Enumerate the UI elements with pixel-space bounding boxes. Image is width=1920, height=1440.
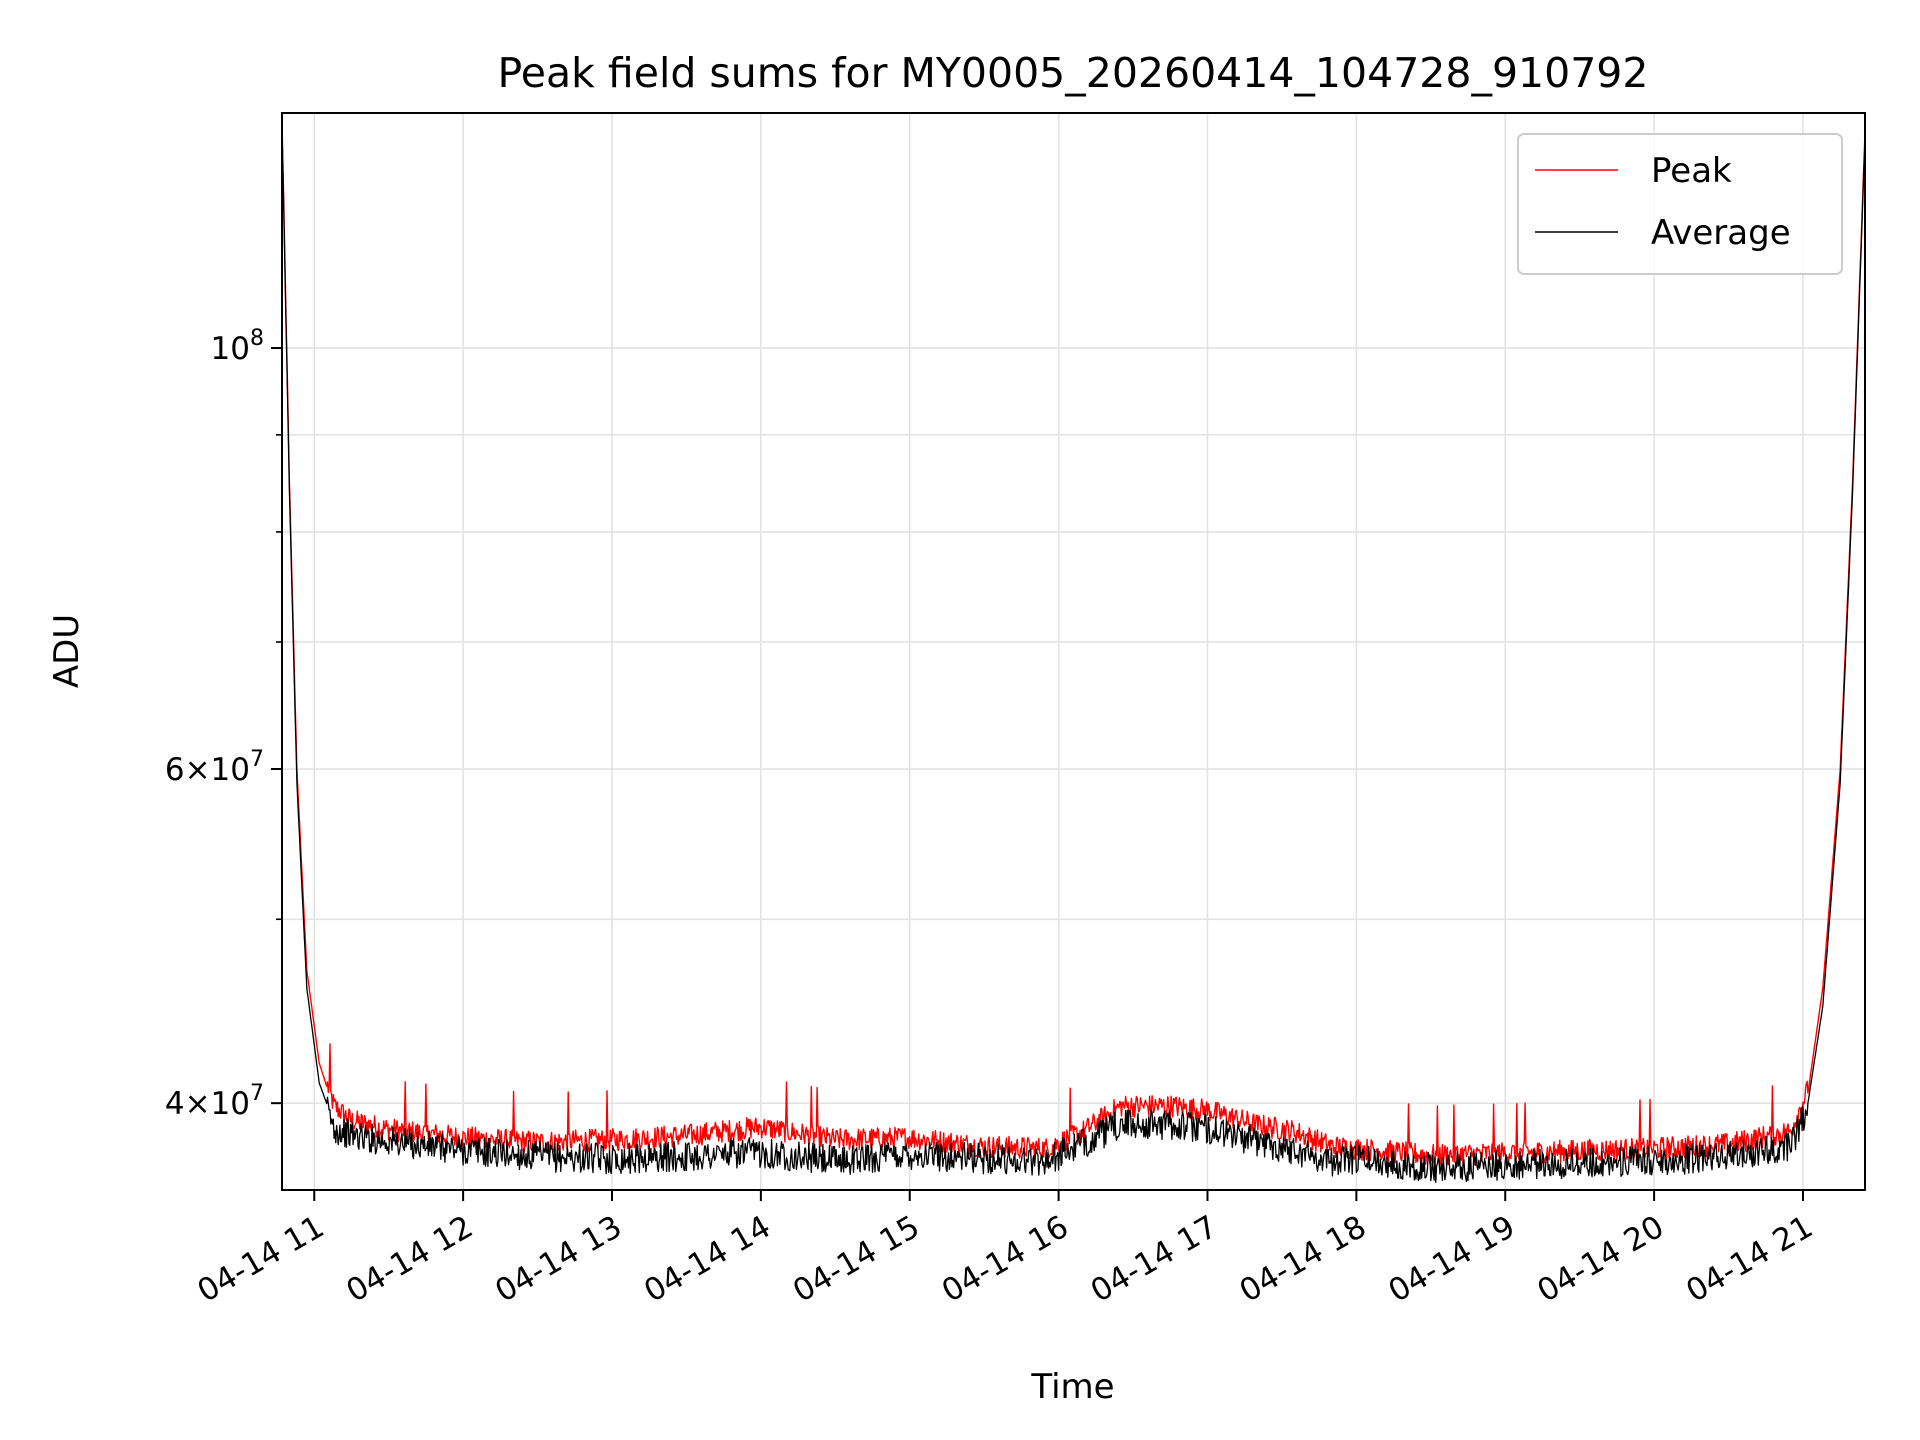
grid [282, 113, 1865, 1190]
x-axis-label: Time [1030, 1367, 1114, 1407]
series-layer [281, 119, 1866, 1183]
y-tick-label: 6×107 [165, 747, 264, 788]
plot-frame [281, 112, 1866, 1191]
legend: Peak Average [1517, 133, 1843, 275]
legend-label-peak: Peak [1651, 151, 1732, 191]
y-tick-label: 108 [211, 326, 264, 367]
legend-box [1517, 133, 1843, 275]
series-line-average [281, 125, 1866, 1183]
y-axis-label: ADU [47, 614, 87, 688]
y-tick-label: 4×107 [165, 1081, 264, 1122]
chart-title: Peak field sums for MY0005_20260414_1047… [498, 49, 1649, 97]
legend-label-average: Average [1651, 213, 1791, 253]
